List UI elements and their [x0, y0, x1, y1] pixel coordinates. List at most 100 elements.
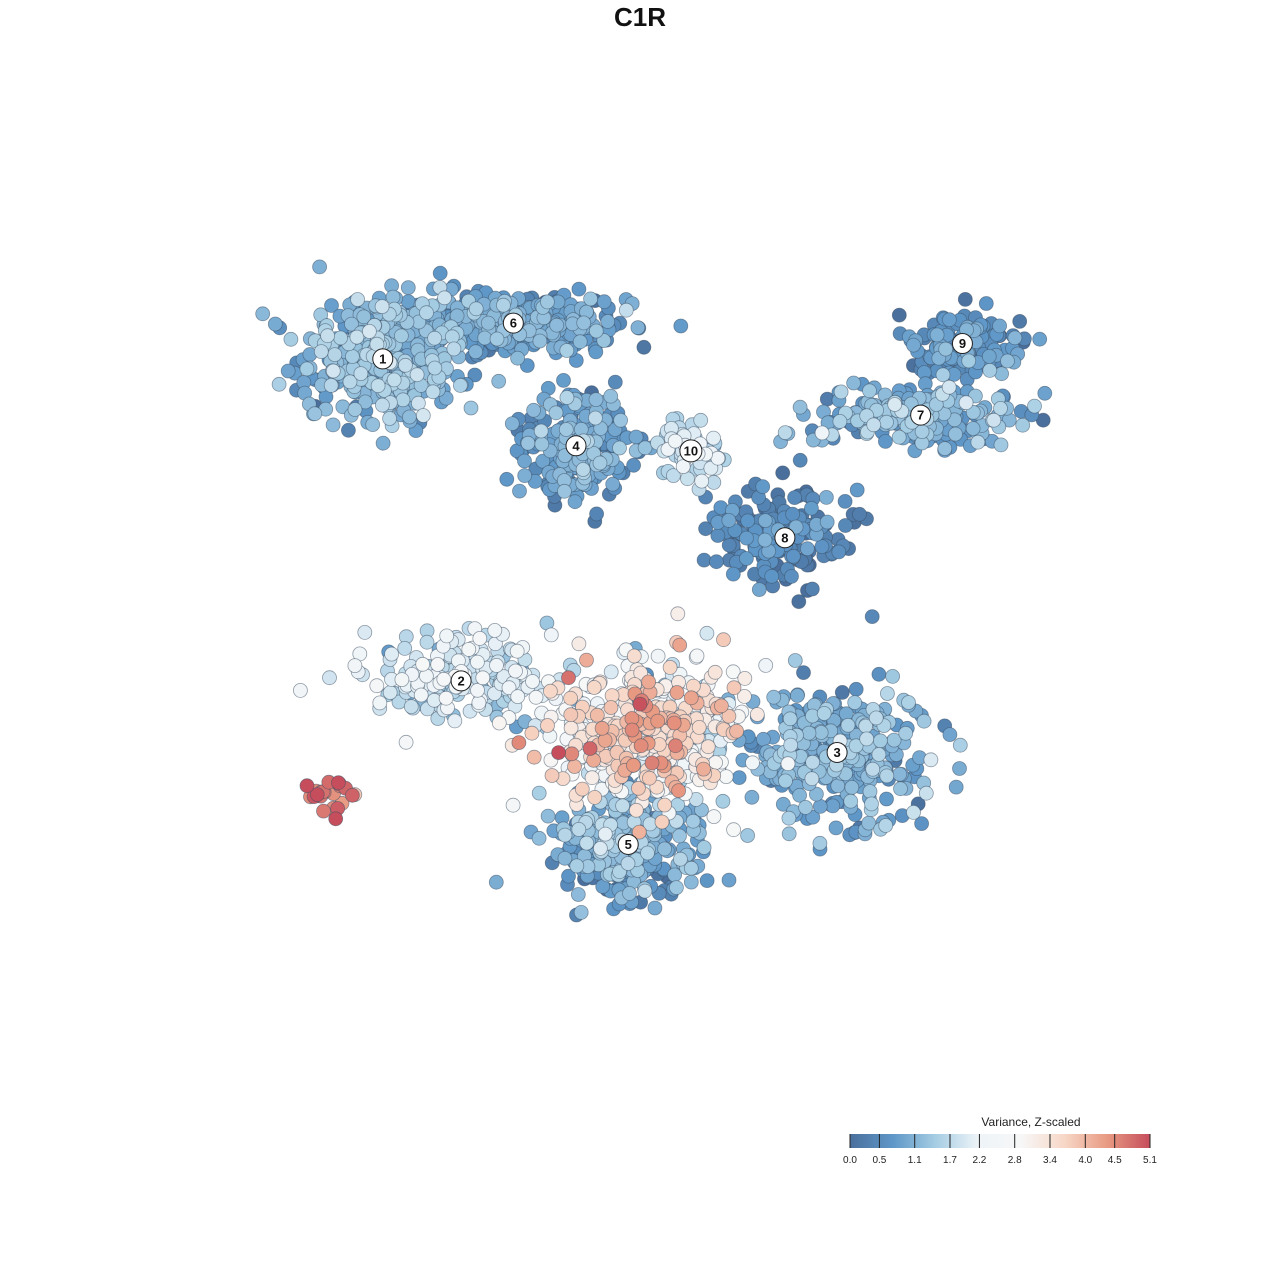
- data-point: [801, 725, 817, 741]
- data-point: [353, 366, 369, 382]
- data-point: [589, 707, 605, 723]
- data-point: [726, 680, 742, 696]
- data-point: [540, 294, 555, 310]
- data-point: [918, 785, 934, 801]
- data-point: [344, 787, 360, 803]
- data-point: [299, 778, 315, 794]
- data-point: [437, 290, 452, 306]
- data-point: [832, 413, 848, 429]
- data-point: [349, 329, 365, 345]
- data-point: [710, 450, 726, 466]
- data-point: [415, 656, 431, 672]
- data-point: [755, 479, 771, 495]
- data-point: [559, 390, 575, 405]
- data-point: [864, 609, 880, 624]
- data-point: [372, 695, 388, 711]
- data-point: [365, 417, 381, 433]
- data-point: [548, 405, 564, 421]
- cluster-label-badge: [372, 348, 394, 370]
- data-point: [864, 796, 879, 812]
- data-point: [978, 296, 994, 311]
- data-point: [596, 294, 612, 310]
- data-point: [603, 388, 619, 404]
- data-point: [588, 392, 604, 408]
- data-point: [848, 681, 864, 697]
- data-point: [792, 399, 808, 415]
- data-point: [837, 493, 853, 509]
- data-point: [573, 905, 589, 920]
- data-point: [520, 435, 536, 451]
- data-point: [438, 690, 454, 706]
- data-point: [721, 708, 737, 724]
- data-point: [558, 422, 574, 437]
- data-point: [605, 476, 621, 492]
- data-point: [403, 699, 419, 714]
- data-point: [544, 768, 560, 783]
- data-point: [831, 544, 847, 560]
- data-point: [425, 384, 441, 400]
- cluster-label-10: 10: [679, 439, 703, 463]
- data-point: [672, 637, 688, 653]
- data-point: [374, 299, 390, 315]
- data-point: [739, 551, 754, 566]
- legend-tick-label: 4.0: [1078, 1155, 1092, 1166]
- cluster-label-badge: [450, 670, 472, 692]
- data-point: [992, 318, 1007, 334]
- data-point: [830, 778, 846, 794]
- data-point: [916, 713, 932, 729]
- data-point: [667, 433, 683, 449]
- legend-tick-label: 0.5: [872, 1155, 886, 1166]
- data-point: [942, 312, 957, 328]
- cluster-label-1: 1: [372, 348, 394, 370]
- data-point: [885, 669, 900, 684]
- data-point: [739, 530, 754, 546]
- data-point: [559, 343, 575, 358]
- data-point: [706, 809, 722, 824]
- data-point: [469, 654, 485, 670]
- cluster-label-text: 2: [457, 673, 464, 688]
- data-point: [787, 490, 802, 506]
- data-point: [961, 353, 977, 369]
- data-point: [644, 755, 660, 771]
- data-point: [613, 412, 628, 428]
- legend-colorbar: [850, 1134, 1150, 1148]
- data-point: [419, 305, 434, 321]
- data-point: [846, 375, 861, 391]
- data-point: [470, 682, 485, 698]
- data-point: [561, 670, 576, 686]
- data-point: [472, 631, 488, 646]
- data-point: [543, 683, 558, 699]
- data-point: [350, 292, 366, 307]
- cluster-label-3: 3: [826, 741, 848, 763]
- data-point: [862, 383, 877, 399]
- data-point: [749, 707, 765, 722]
- data-point: [952, 737, 968, 753]
- data-point: [721, 513, 737, 528]
- data-point: [709, 554, 724, 570]
- data-point: [344, 316, 359, 332]
- data-point: [696, 761, 711, 777]
- data-point: [461, 642, 477, 657]
- data-point: [452, 377, 468, 393]
- data-point: [1037, 385, 1053, 401]
- data-point: [574, 781, 590, 797]
- data-point: [689, 648, 705, 664]
- cluster-label-9: 9: [951, 333, 973, 355]
- data-point: [525, 674, 540, 689]
- data-point: [783, 737, 799, 753]
- data-point: [1015, 417, 1031, 433]
- data-point: [942, 727, 958, 742]
- data-point: [540, 718, 555, 733]
- data-point: [504, 416, 520, 432]
- data-point: [775, 465, 791, 481]
- data-point: [844, 780, 860, 795]
- data-point: [430, 657, 446, 672]
- data-point: [707, 664, 723, 680]
- legend-title: Variance, Z-scaled: [981, 1115, 1080, 1129]
- data-point: [673, 851, 688, 867]
- cluster-label-badge: [910, 404, 932, 426]
- data-point: [887, 397, 903, 412]
- data-point: [929, 327, 945, 343]
- data-point: [480, 315, 496, 331]
